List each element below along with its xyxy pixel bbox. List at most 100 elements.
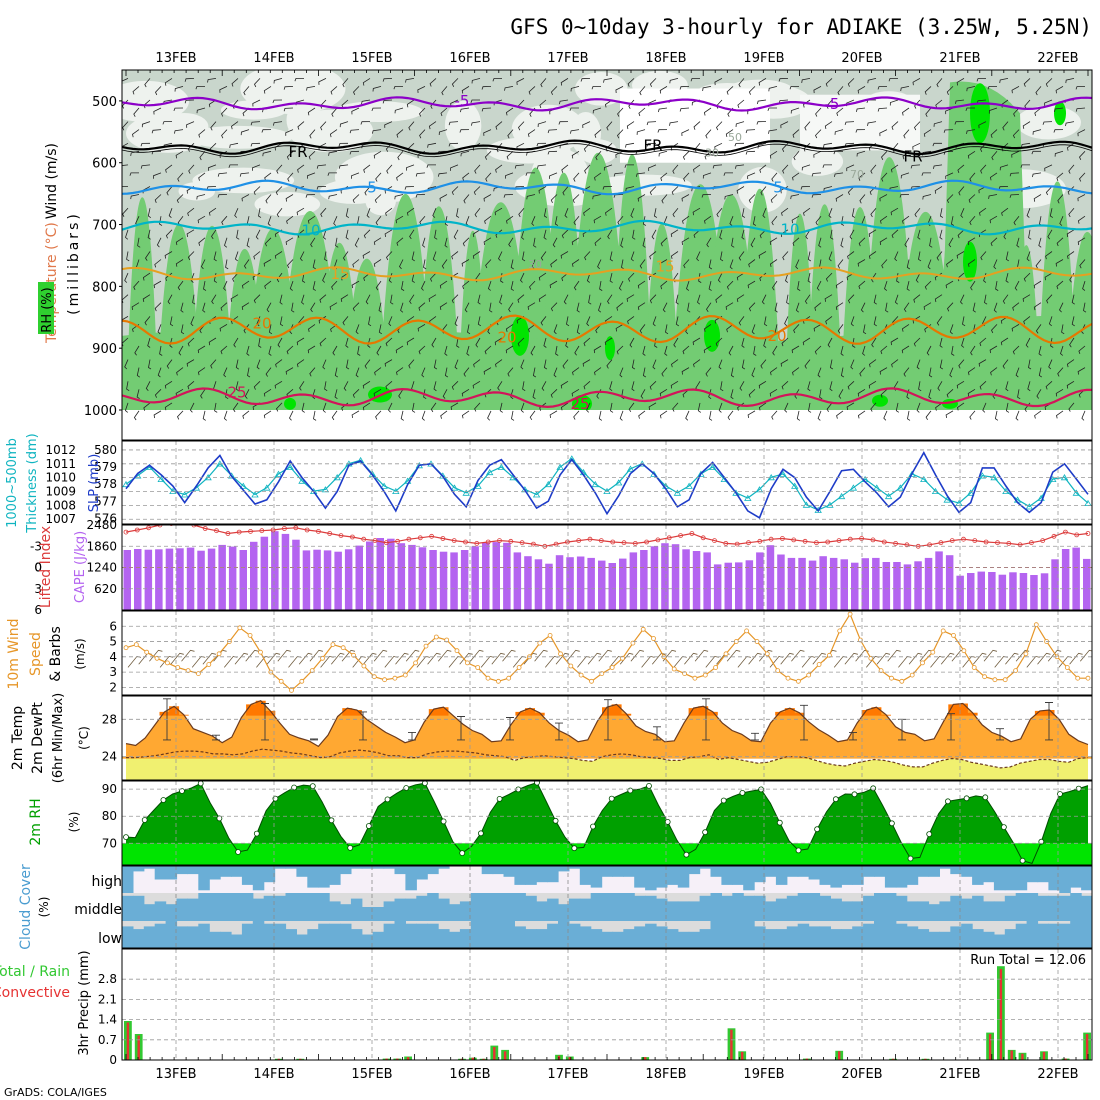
upper-wind-barb [144,78,151,88]
upper-wind-barb [221,107,228,117]
upper-wind-barb [690,78,701,82]
wind10-barb [480,655,495,668]
precip-conv-bar [1042,1051,1046,1060]
upper-wind-barb [661,367,668,377]
upper-wind-barb [569,107,579,111]
date-label-top: 18FEB [645,51,686,66]
cape-bar [903,564,912,610]
upper-wind-barb [232,402,239,413]
upper-wind-barb [463,194,470,204]
upper-wind-barb [727,410,734,421]
upper-wind-barb [980,164,987,174]
upper-wind-barb [592,107,602,114]
upper-wind-barb [1033,194,1042,202]
cloud-high-bar [786,866,799,877]
upper-wind-barb [1013,215,1020,226]
upper-wind-barb [1059,216,1064,226]
upper-wind-barb [792,367,800,376]
upper-wind-barb [969,215,976,226]
upper-wind-barb [1081,410,1086,421]
rh-contour-label: 30 [705,147,719,160]
upper-wind-barb [840,216,845,226]
upper-wind-barb [462,172,470,181]
upper-wind-barb [351,107,360,115]
upper-wind-barb [800,186,811,190]
cloud-middle-bar [285,893,297,921]
below-surface [122,410,1092,440]
upper-wind-barb [651,229,657,240]
upper-wind-barb [1005,251,1010,262]
upper-wind-barb [241,194,250,202]
rh2m-tick-label: 70 [102,836,117,850]
upper-wind-barb [805,229,811,240]
upper-wind-barb [214,402,218,413]
upper-wind-barb [451,186,459,196]
cloud-low-bar [1081,921,1092,948]
thickness-marker [1002,487,1010,494]
rh-saturated-cell [284,397,296,410]
upper-wind-barb [405,78,415,83]
upper-wind-barb [943,129,954,133]
upper-wind-barb [301,294,305,305]
upper-wind-barb [835,194,844,202]
wind10-barb [983,649,998,662]
temp-content [122,698,1092,780]
li-marker [757,538,763,544]
wind10-marker [237,625,243,631]
upper-wind-barb [954,121,965,125]
upper-wind-barb [697,402,702,413]
cloud-middle-bar [699,895,712,921]
upper-wind-barb [394,107,404,114]
upper-wind-barb [276,272,283,283]
upper-wind-barb [373,237,382,246]
upper-wind-barb [735,121,745,127]
upper-wind-barb [385,380,393,390]
temp-minmax-bar [212,734,220,741]
cloud-high-bar [656,866,668,888]
precip-tick-label: 0 [109,1053,117,1067]
upper-wind-barb [758,380,767,389]
wind10-marker [744,628,749,634]
upper-wind-barb [625,186,635,192]
upper-wind-barb [907,410,911,421]
upper-wind-barb [994,410,999,421]
upper-wind-barb [525,172,535,176]
temp2m-unit: (°C) [77,726,91,750]
upper-wind-barb [870,402,877,412]
upper-wind-barb [230,294,239,302]
wind10-barb [1037,652,1051,665]
cloud-high-bar [296,866,308,877]
temp-minmax-bar [751,732,759,741]
rh2m-marker [646,783,652,789]
upper-wind-barb [221,215,228,226]
cloud-low-bar [601,931,614,948]
li-marker [236,529,242,535]
upper-wind-barb [658,107,668,113]
upper-wind-barb [1033,302,1042,311]
upper-wind-barb [362,251,371,259]
isotherm-label: 10 [301,222,320,240]
upper-wind-barb [857,259,866,267]
upper-wind-barb [1009,172,1020,177]
upper-wind-barb [747,172,756,180]
upper-wind-barb [967,150,976,159]
isotherm-label: 5 [773,178,783,196]
upper-wind-barb [255,229,261,240]
upper-wind-barb [736,294,745,303]
upper-wind-barb [1002,121,1009,131]
upper-wind-barb [1066,229,1075,238]
rh-legend-swatch [38,282,54,334]
upper-wind-barb [130,194,140,200]
upper-wind-barb [682,215,690,224]
li-tick-label: 6 [34,603,42,617]
upper-wind-barb [316,186,327,190]
upper-wind-barb [588,294,592,305]
cloud-low-bar [198,923,210,948]
upper-wind-barb [627,78,635,87]
upper-wind-barb [418,302,426,311]
upper-wind-barb [723,172,733,176]
upper-wind-barb [518,207,525,218]
rh2m-marker [328,817,335,824]
rh-dry-pocket [575,72,628,106]
upper-wind-barb [202,302,206,313]
